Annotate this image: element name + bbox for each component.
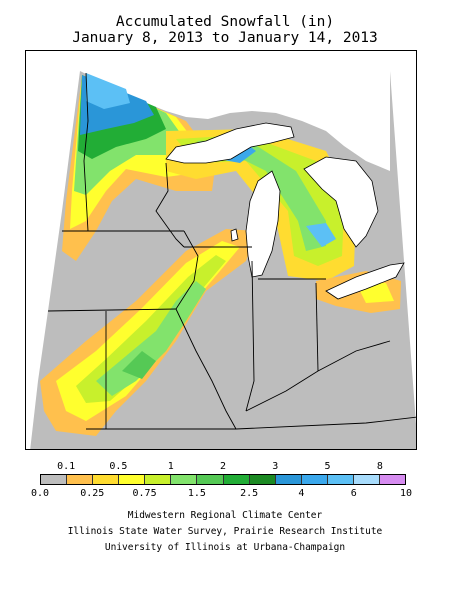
lake-superior: [165, 122, 295, 164]
legend-tick-label: 0.5: [109, 461, 128, 472]
legend-swatch: [67, 475, 94, 484]
map-title: Accumulated Snowfall (in): [115, 14, 335, 30]
legend-tick-label: 2: [219, 461, 227, 472]
legend-swatch: [327, 475, 354, 484]
map-canvas: [30, 71, 416, 449]
border-mo-il: [175, 308, 237, 430]
legend-tick-label: 0.75: [132, 488, 157, 499]
legend-swatch: [275, 475, 302, 484]
legend-swatch: [93, 475, 120, 484]
legend-tick-label: 6: [350, 488, 357, 499]
border-ia-il: [175, 230, 199, 310]
border-ky-north: [245, 340, 391, 412]
legend-swatch: [380, 475, 406, 484]
legend-tick-label: 0.1: [57, 461, 76, 472]
legend-swatch: [223, 475, 250, 484]
lake-winnebago: [230, 228, 239, 242]
border-ky-tn: [235, 416, 416, 430]
great-lakes: [165, 122, 405, 300]
band-diag-green: [96, 281, 206, 396]
legend-swatch: [197, 475, 224, 484]
band-diag-core: [122, 351, 156, 379]
band-up-green: [196, 139, 326, 251]
border-ia-south: [47, 308, 177, 312]
credit-isws: Illinois State Water Survey, Prairie Res…: [67, 526, 383, 537]
legend-swatch: [145, 475, 172, 484]
legend-tick-label: 5: [324, 461, 331, 472]
legend-tick-label: 1: [167, 461, 174, 472]
lake-erie: [325, 262, 405, 300]
legend-tick-label: 3: [272, 461, 279, 472]
border-il-in: [245, 260, 255, 412]
credit-mrcc: Midwestern Regional Climate Center: [127, 510, 323, 521]
state-borders: [47, 72, 416, 430]
legend-swatch: [171, 475, 198, 484]
band-mi-blue: [306, 223, 336, 247]
legend-tick-label: 4: [298, 488, 305, 499]
legend-swatch: [249, 475, 276, 484]
legend-tick-label: 0.0: [30, 488, 50, 499]
lake-michigan: [245, 170, 281, 278]
map-subtitle-date-range: January 8, 2013 to January 14, 2013: [72, 30, 378, 46]
credit-uiuc: University of Illinois at Urbana-Champai…: [104, 542, 346, 553]
border-in-oh: [315, 282, 319, 372]
canada-land: [80, 71, 390, 171]
lake-huron: [303, 156, 379, 248]
snowfall-legend-colorbar: [40, 474, 406, 485]
legend-swatch: [119, 475, 146, 484]
legend-tick-label: 8: [376, 461, 383, 472]
border-nd-mn: [83, 72, 89, 232]
legend-tick-label: 10: [399, 488, 413, 499]
legend-swatch: [41, 475, 68, 484]
legend-tick-label: 0.25: [80, 488, 105, 499]
legend-tick-label: 1.5: [187, 488, 206, 499]
legend-swatch: [353, 475, 381, 484]
band-nw-lightblue: [86, 73, 130, 109]
snowfall-map: [25, 50, 417, 450]
legend-swatch: [301, 475, 328, 484]
border-mn-wi: [155, 162, 185, 248]
legend-tick-label: 2.5: [240, 488, 259, 499]
